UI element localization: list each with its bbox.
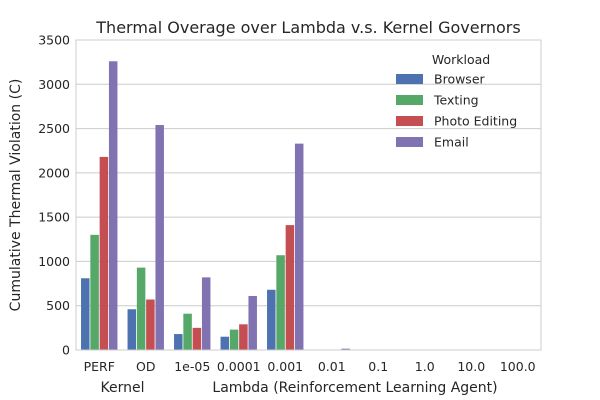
legend-swatch: [396, 74, 423, 84]
bar: [174, 334, 183, 350]
bar: [276, 255, 285, 350]
plot-frame: [75, 39, 542, 351]
legend-title: Workload: [432, 52, 490, 67]
bar: [183, 313, 192, 350]
bar: [229, 329, 239, 350]
x-group-labels: Kernel Lambda (Reinforcement Learning Age…: [101, 380, 498, 396]
bars: [81, 61, 536, 351]
legend-label: Email: [434, 135, 469, 150]
y-tick-label: 1000: [38, 254, 70, 269]
bar: [285, 225, 295, 350]
y-tick-label: 3000: [38, 77, 70, 92]
x-tick-label: 0.1: [368, 359, 388, 374]
x-tick-labels: PERF OD 1e-05 0.0001 0.001 0.01 0.1 1.0 10.0 100.…: [84, 359, 536, 374]
y-tick-label: 500: [46, 298, 70, 313]
x-group-label: Kernel: [101, 380, 145, 396]
x-group-label: Lambda (Reinforcement Learning Agent): [212, 380, 497, 396]
y-tick-labels: 0 500 1000 1500 2000 2500 3000 3500: [38, 33, 70, 358]
bar: [127, 309, 137, 350]
bar: [220, 336, 230, 350]
chart-title: Thermal Overage over Lambda v.s. Kernel …: [95, 18, 520, 37]
bar: [294, 143, 304, 350]
bar: [201, 277, 211, 350]
legend-swatch: [396, 137, 423, 147]
x-tick-label: 100.0: [500, 359, 536, 374]
y-tick-label: 3500: [38, 33, 70, 48]
x-tick-label: 1.0: [415, 359, 435, 374]
legend: Workload Browser Texting Photo Editing Emai…: [396, 52, 517, 150]
x-tick-label: 10.0: [457, 359, 485, 374]
bar: [108, 61, 118, 350]
legend-label: Texting: [433, 93, 479, 108]
bar: [192, 327, 202, 350]
y-tick-label: 1500: [38, 210, 70, 225]
bar: [267, 289, 276, 350]
bar: [248, 295, 257, 350]
legend-label: Photo Editing: [434, 114, 517, 129]
legend-label: Browser: [434, 72, 486, 87]
bar: [99, 156, 109, 350]
bar: [90, 234, 99, 350]
y-tick-label: 2500: [38, 121, 70, 136]
y-axis-label: Cumulative Thermal Violation (C): [8, 79, 24, 312]
bar: [341, 348, 350, 350]
y-tick-label: 2000: [38, 165, 70, 180]
x-tick-label: 1e-05: [174, 359, 210, 374]
legend-swatch: [396, 95, 423, 105]
bar: [146, 299, 155, 350]
x-tick-label: 0.0001: [217, 359, 261, 374]
bar: [81, 278, 90, 350]
bar: [239, 324, 248, 350]
legend-swatch: [396, 116, 423, 126]
x-tick-label: 0.01: [318, 359, 346, 374]
y-tick-label: 0: [62, 343, 70, 358]
x-tick-label: OD: [136, 359, 155, 374]
bar: [136, 267, 146, 350]
grid-lines: [76, 39, 541, 351]
x-tick-label: PERF: [84, 359, 115, 374]
x-tick-label: 0.001: [267, 359, 303, 374]
bar: [155, 125, 164, 351]
